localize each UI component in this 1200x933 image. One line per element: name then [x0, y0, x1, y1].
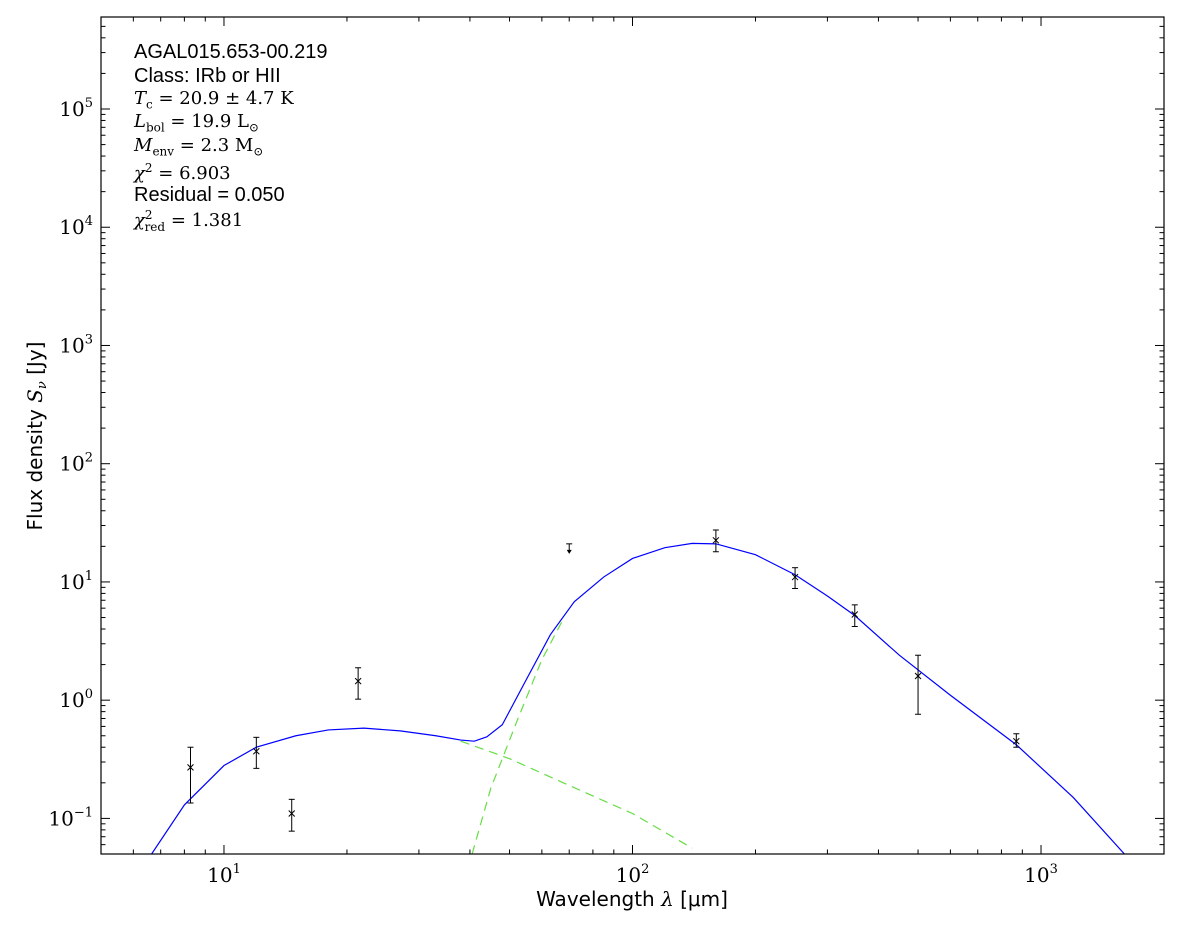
- y-tick-label: 103: [59, 332, 93, 357]
- data-point: [354, 667, 362, 700]
- source-name: AGAL015.653-00.219: [134, 41, 328, 63]
- data-point: [252, 736, 260, 769]
- data-point: [288, 798, 296, 832]
- plot-area: [151, 529, 1125, 854]
- data-point: [712, 529, 720, 553]
- y-tick-label: 101: [59, 569, 93, 594]
- chi2-value: χ2 = 6.903: [134, 161, 231, 184]
- y-tick-label: 10−1: [48, 805, 93, 830]
- x-axis-title: Wavelength λ [μm]: [536, 887, 728, 911]
- warm-component-line: [460, 740, 693, 849]
- lbol-value: Lbol = 19.9 L⊙: [134, 111, 260, 135]
- y-tick-label: 100: [59, 687, 93, 712]
- chi2red-value: χ2red = 1.381: [134, 208, 244, 234]
- data-point: [1012, 733, 1020, 748]
- total-model-line: [151, 542, 1125, 854]
- tc-value: Tc = 20.9 ± 4.7 K: [134, 88, 294, 112]
- y-tick-label: 104: [59, 214, 93, 239]
- y-tick-label: 102: [59, 451, 93, 476]
- y-axis-title: Flux density Sν [Jy]: [23, 342, 51, 531]
- data-point: [851, 604, 859, 627]
- x-tick-label: 102: [616, 862, 650, 887]
- axis-ticks: [100, 16, 1165, 855]
- x-tick-label: 101: [207, 862, 241, 887]
- data-point: [791, 567, 799, 590]
- residual-value: Residual = 0.050: [134, 184, 285, 206]
- x-tick-label: 103: [1024, 862, 1058, 887]
- class-label: Class: IRb or HII: [134, 65, 281, 87]
- axis-tick-labels: 101 102 103 10−1 100 101 102 103 104 105: [48, 96, 1058, 887]
- menv-value: Menv = 2.3 M⊙: [134, 135, 264, 159]
- data-point: [187, 746, 194, 804]
- upper-limit-point: [566, 543, 573, 554]
- data-point: [914, 654, 922, 715]
- cold-component-line: [471, 617, 565, 854]
- y-tick-label: 105: [59, 96, 93, 121]
